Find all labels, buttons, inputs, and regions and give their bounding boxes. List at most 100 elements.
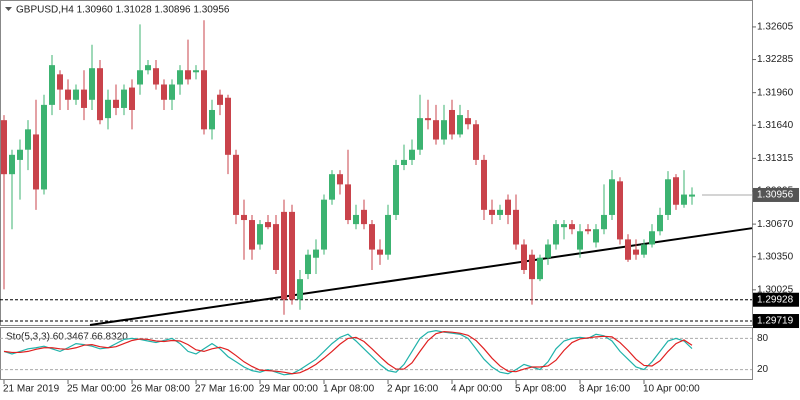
candle-body <box>321 199 327 250</box>
candle-body <box>273 224 279 270</box>
candle-body <box>57 74 63 90</box>
hline-price-box <box>753 314 799 329</box>
x-tick-label: 27 Mar 16:00 <box>195 384 254 395</box>
x-tick-label: 26 Mar 08:00 <box>131 384 190 395</box>
main-frame <box>0 0 753 326</box>
candle-body <box>25 129 31 150</box>
y-tick-label: 1.30025 <box>757 284 794 295</box>
candle-body <box>377 249 383 255</box>
hline-price-label: 1.29719 <box>757 316 794 327</box>
candle-body <box>561 224 567 228</box>
indicator-line <box>3 329 693 376</box>
indicator-tick-label: 80 <box>757 333 769 344</box>
candle-body <box>441 120 447 140</box>
trendline <box>89 227 753 326</box>
candle-body <box>257 224 263 245</box>
hline-price-label: 1.29928 <box>757 294 794 305</box>
candle-body <box>1 120 7 175</box>
candle-body <box>105 99 111 119</box>
candle-body <box>577 231 583 250</box>
y-tick-label: 1.31960 <box>757 87 794 98</box>
candle-body <box>329 174 335 200</box>
candle-body <box>121 89 127 108</box>
y-tick-label: 1.32285 <box>757 54 794 65</box>
candle-body <box>249 220 255 250</box>
candle-body <box>297 279 303 300</box>
candle-body <box>281 211 287 300</box>
candle-body <box>553 224 559 245</box>
candle-body <box>609 179 615 215</box>
candle-body <box>41 104 47 190</box>
candle-body <box>649 231 655 245</box>
candle-body <box>313 249 319 258</box>
hline-price-box <box>753 292 799 307</box>
candle-body <box>161 84 167 100</box>
candle-body <box>17 149 23 160</box>
candle-body <box>185 70 191 80</box>
candle-body <box>505 199 511 215</box>
candle-body <box>345 184 351 221</box>
candle-body <box>409 149 415 160</box>
candle-body <box>545 244 551 258</box>
candle-body <box>393 165 399 215</box>
candle-body <box>137 70 143 85</box>
candle-body <box>169 84 175 100</box>
y-tick-label: 1.30670 <box>757 219 794 230</box>
x-tick-label: 29 Mar 00:00 <box>259 384 318 395</box>
candle-body <box>513 209 519 245</box>
current-price-label: 1.30956 <box>757 190 794 201</box>
candle-body <box>201 70 207 130</box>
candle-body <box>217 94 223 105</box>
chart-title: GBPUSD,H4 1.30960 1.31028 1.30896 1.3095… <box>16 5 230 16</box>
candle-body <box>289 211 295 300</box>
candle-body <box>465 118 471 125</box>
candle-body <box>369 224 375 250</box>
candle-body <box>569 224 575 230</box>
candle-body <box>89 68 95 100</box>
candle-body <box>225 97 231 155</box>
candle-body <box>49 65 55 105</box>
x-tick-label: 21 Mar 2019 <box>3 384 60 395</box>
candle-body <box>473 124 479 160</box>
candle-body <box>9 154 15 175</box>
candle-body <box>129 87 135 110</box>
candle-body <box>145 65 151 71</box>
candle-body <box>265 222 271 228</box>
y-tick-label: 1.31315 <box>757 153 794 164</box>
x-tick-label: 25 Mar 00:00 <box>67 384 126 395</box>
indicator-label: Sto(5,3,3) 60.3467 66.8320 <box>6 332 128 343</box>
candle-body <box>481 159 487 210</box>
candle-body <box>497 209 503 215</box>
candle-body <box>81 89 87 108</box>
candle-body <box>617 181 623 240</box>
candle-body <box>689 194 695 197</box>
candle-body <box>601 214 607 230</box>
candle-body <box>593 229 599 243</box>
x-tick-label: 4 Apr 00:00 <box>451 384 503 395</box>
candle-body <box>641 244 647 255</box>
candle-body <box>385 214 391 255</box>
candle-body <box>625 239 631 260</box>
candle-body <box>337 174 343 185</box>
x-tick-label: 2 Apr 16:00 <box>387 384 439 395</box>
candle-body <box>449 109 455 135</box>
candle-body <box>673 177 679 205</box>
candle-body <box>233 154 239 215</box>
candle-body <box>665 179 671 215</box>
candle-body <box>401 159 407 166</box>
x-tick-label: 8 Apr 16:00 <box>579 384 631 395</box>
candle-body <box>417 118 423 150</box>
indicator-line <box>3 331 693 375</box>
candle-body <box>73 89 79 100</box>
x-tick-label: 5 Apr 08:00 <box>515 384 567 395</box>
current-price-box <box>753 187 799 202</box>
indicator-tick-label: 20 <box>757 364 769 375</box>
x-tick-label: 10 Apr 00:00 <box>643 384 700 395</box>
candle-body <box>457 115 463 135</box>
candle-body <box>537 257 543 280</box>
candle-body <box>65 89 71 100</box>
candle-body <box>209 109 215 130</box>
candle-body <box>241 214 247 221</box>
candle-body <box>153 68 159 85</box>
candle-body <box>353 214 359 225</box>
